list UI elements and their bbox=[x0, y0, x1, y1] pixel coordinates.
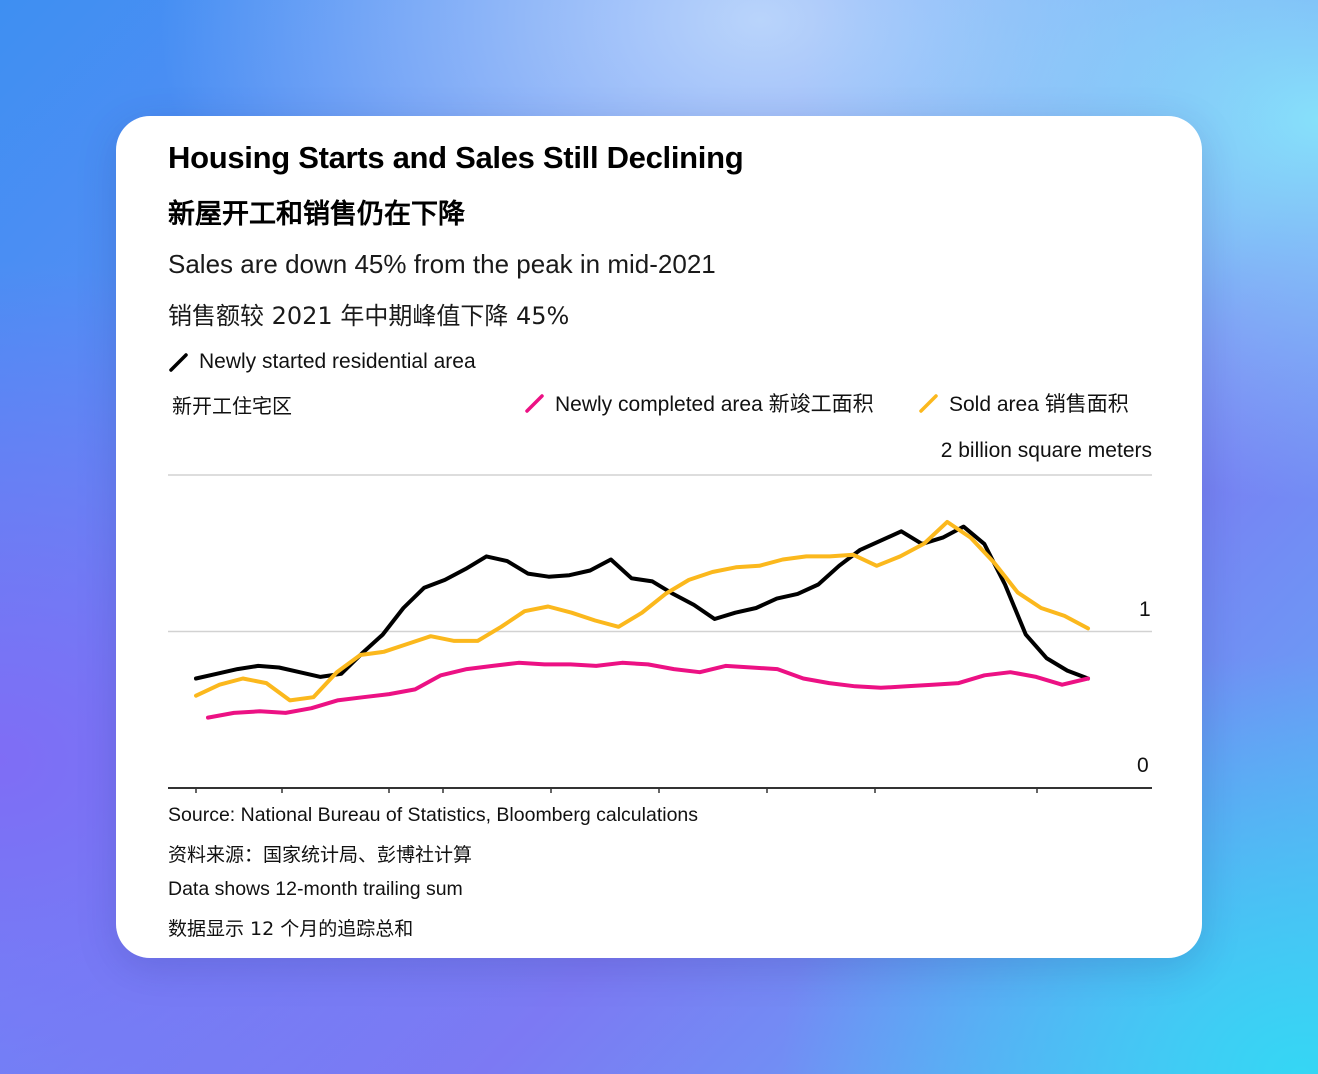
chart-subtitle-zh: 销售额较 2021 年中期峰值下降 45% bbox=[168, 302, 570, 330]
source-note: Source: National Bureau of Statistics, B… bbox=[168, 804, 699, 826]
source-note-zh: 资料来源：国家统计局、彭博社计算 bbox=[168, 844, 473, 866]
legend-label-sold: Sold area 销售面积 bbox=[949, 393, 1129, 416]
legend-swatch-sold bbox=[919, 394, 938, 413]
legend-label-completed: Newly completed area 新竣工面积 bbox=[555, 393, 874, 416]
legend-swatch-started bbox=[169, 353, 188, 372]
series-line-sold bbox=[194, 519, 1090, 703]
chart-title: Housing Starts and Sales Still Declining bbox=[168, 140, 744, 175]
chart-subtitle: Sales are down 45% from the peak in mid-… bbox=[168, 249, 716, 279]
legend-label-started-zh: 新开工住宅区 bbox=[172, 394, 292, 418]
legend-item-completed: Newly completed area 新竣工面积 bbox=[524, 388, 874, 418]
legend-item-started: Newly started residential area bbox=[168, 350, 476, 374]
legend-label-started: Newly started residential area bbox=[199, 350, 476, 373]
y-tick-label-0: 0 bbox=[1137, 754, 1149, 777]
chart-title-zh: 新屋开工和销售仍在下降 bbox=[168, 199, 465, 230]
legend-item-sold: Sold area 销售面积 bbox=[918, 388, 1129, 418]
y-tick-label-1: 1 bbox=[1139, 598, 1151, 621]
chart-card: Housing Starts and Sales Still Declining… bbox=[116, 116, 1202, 958]
legend-swatch-completed bbox=[525, 394, 544, 413]
line-chart bbox=[168, 474, 1152, 793]
data-note: Data shows 12-month trailing sum bbox=[168, 878, 463, 900]
series-line-completed bbox=[206, 660, 1090, 720]
series-line-started bbox=[194, 524, 1090, 681]
y-axis-unit-label: 2 billion square meters bbox=[940, 439, 1152, 462]
data-note-zh: 数据显示 12 个月的追踪总和 bbox=[168, 918, 414, 940]
